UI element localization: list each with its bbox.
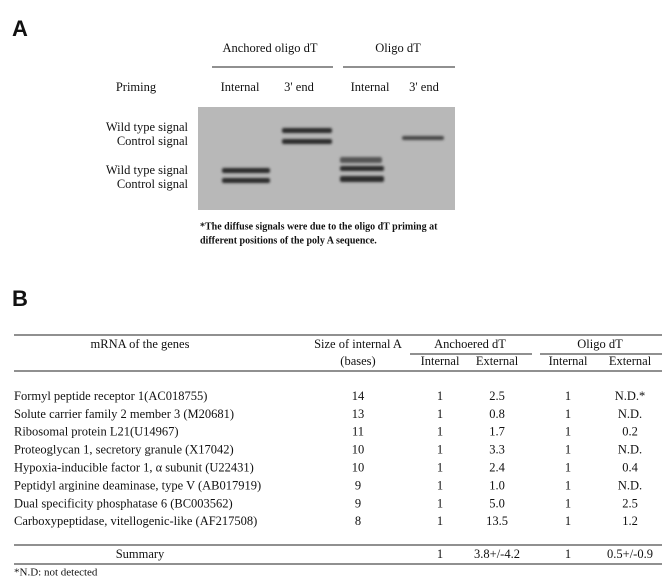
gene-name: Peptidyl arginine deaminase, type V (AB0…: [14, 478, 261, 492]
cell: 1: [437, 478, 443, 492]
cell: 10: [352, 443, 365, 457]
signal-label: Control signal: [117, 177, 189, 191]
cell: 1: [565, 443, 571, 457]
cell: 9: [355, 496, 361, 510]
signal-label: Wild type signal: [106, 163, 189, 177]
band: [222, 168, 270, 173]
cell: 1: [437, 443, 443, 457]
panel-label: A: [12, 16, 28, 41]
band: [340, 166, 384, 171]
lane-label: Internal: [351, 80, 390, 94]
header: External: [609, 354, 652, 368]
gene-name: Solute carrier family 2 member 3 (M20681…: [14, 407, 234, 421]
cell: 1: [565, 496, 571, 510]
lane-label: 3' end: [284, 80, 314, 94]
summary: Summary: [116, 547, 165, 561]
signal-label: Wild type signal: [106, 120, 189, 134]
content: A Anchored oligo dT Oligo dT Priming Interna…: [12, 16, 662, 579]
header: Anchoered dT: [434, 337, 506, 351]
band: [222, 178, 270, 183]
header: mRNA of the genes: [91, 337, 190, 351]
cell: 9: [355, 478, 361, 492]
gene-name: Hypoxia-inducible factor 1, α subunit (U…: [14, 460, 254, 474]
cell: 1: [437, 496, 443, 510]
cell: 1: [565, 425, 571, 439]
header: Size of internal A: [314, 337, 402, 351]
cell: 11: [352, 425, 364, 439]
summary-cell: 0.5+/-0.9: [607, 547, 653, 561]
summary-cell: 1: [437, 547, 443, 561]
cell: N.D.: [618, 407, 642, 421]
summary-cell: 3.8+/-4.2: [474, 547, 520, 561]
note: *The diffuse signals were due to the oli…: [200, 221, 438, 232]
cell: 1: [437, 389, 443, 403]
cell: 14: [352, 389, 365, 403]
band: [282, 139, 332, 144]
header: Internal: [549, 354, 588, 368]
cell: 1: [565, 514, 571, 528]
cell: N.D.: [618, 443, 642, 457]
group-label: Oligo dT: [375, 41, 421, 55]
cell: 1: [437, 425, 443, 439]
cell: 1.0: [489, 478, 505, 492]
cell: 0.2: [622, 425, 638, 439]
gene-name: Dual specificity phosphatase 6 (BC003562…: [14, 496, 233, 510]
cell: N.D.: [618, 478, 642, 492]
note: different positions of the poly A sequen…: [200, 235, 377, 246]
gene-name: Carboxypeptidase, vitellogenic-like (AF2…: [14, 514, 257, 528]
cell: 2.5: [622, 496, 638, 510]
signal-label: Control signal: [117, 134, 189, 148]
band: [402, 136, 444, 140]
cell: 1: [437, 407, 443, 421]
cell: 1: [437, 460, 443, 474]
cell: 1: [565, 407, 571, 421]
header: (bases): [340, 354, 375, 368]
group-label: Anchored oligo dT: [222, 41, 317, 55]
summary-cell: 1: [565, 547, 571, 561]
lane-label: 3' end: [409, 80, 439, 94]
cell: 13: [352, 407, 365, 421]
cell: 1: [437, 514, 443, 528]
cell: 0.8: [489, 407, 505, 421]
cell: 3.3: [489, 443, 505, 457]
cell: 1: [565, 460, 571, 474]
cell: 8: [355, 514, 361, 528]
header: Internal: [421, 354, 460, 368]
cell: 5.0: [489, 496, 505, 510]
band: [340, 157, 382, 163]
panel-label: B: [12, 286, 28, 311]
header: External: [476, 354, 519, 368]
cell: 13.5: [486, 514, 508, 528]
cell: 2.4: [489, 460, 505, 474]
cell: 1.2: [622, 514, 638, 528]
cell: 1: [565, 389, 571, 403]
cell: N.D.*: [615, 389, 646, 403]
lane-label: Internal: [221, 80, 260, 94]
header: Oligo dT: [577, 337, 623, 351]
gel: [198, 107, 455, 210]
gene-name: Formyl peptide receptor 1(AC018755): [14, 389, 207, 403]
footnote: *N.D: not detected: [14, 567, 98, 579]
cell: 1.7: [489, 425, 505, 439]
cell: 1: [565, 478, 571, 492]
gene-name: Ribosomal protein L21(U14967): [14, 425, 179, 439]
cell: 10: [352, 460, 365, 474]
priming-label: Priming: [116, 80, 157, 94]
cell: 0.4: [622, 460, 638, 474]
band: [282, 128, 332, 133]
cell: 2.5: [489, 389, 505, 403]
band: [340, 176, 384, 182]
figure: A Anchored oligo dT Oligo dT Priming Interna…: [0, 0, 662, 579]
gene-name: Proteoglycan 1, secretory granule (X1704…: [14, 443, 234, 457]
